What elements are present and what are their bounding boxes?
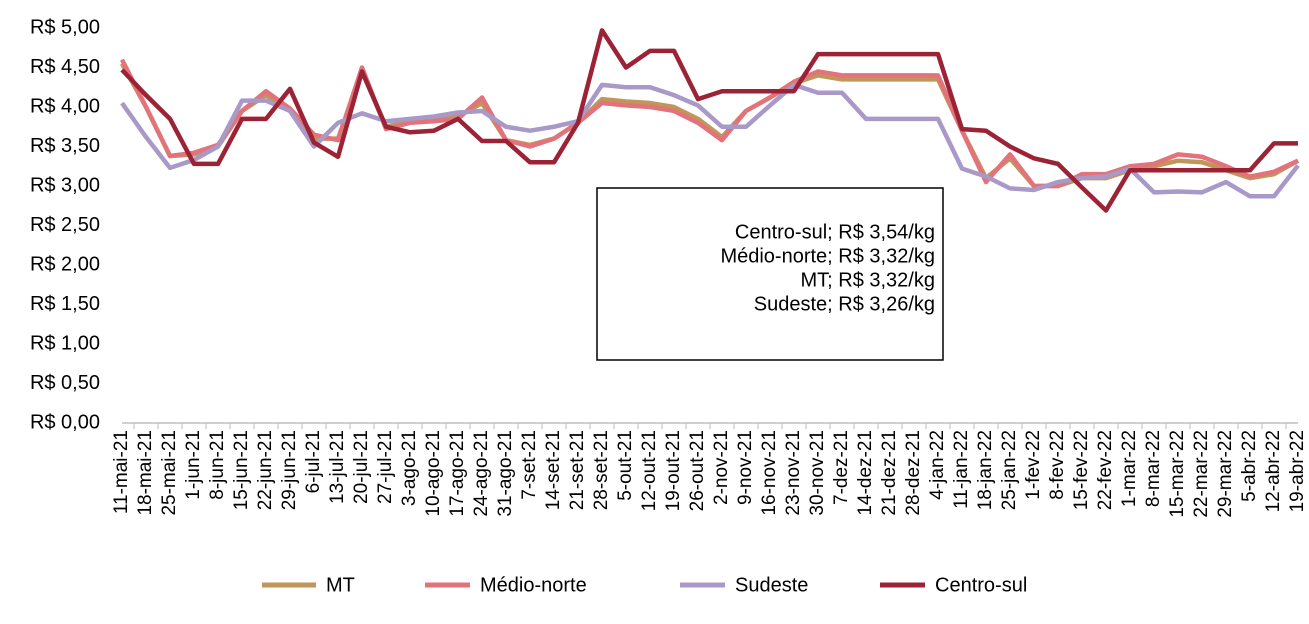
x-tick-label: 25-mai-21 (159, 430, 180, 516)
annotation: Sudeste; R$ 3,26/kg (754, 293, 935, 315)
x-tick-label: 19-out-21 (663, 430, 684, 511)
y-tick-label: R$ 0,50 (30, 372, 100, 394)
x-tick-label: 22-jun-21 (255, 430, 276, 510)
x-tick-label: 4-jan-22 (927, 430, 948, 500)
x-tick-label: 26-out-21 (687, 430, 708, 511)
x-tick-label: 28-set-21 (591, 430, 612, 510)
x-tick-label: 13-jul-21 (327, 430, 348, 504)
x-tick-label: 8-mar-22 (1143, 430, 1164, 507)
x-tick-label: 21-set-21 (567, 430, 588, 510)
y-tick-label: R$ 5,00 (30, 16, 100, 38)
x-tick-label: 12-out-21 (639, 430, 660, 511)
series-line (120, 82, 1300, 199)
x-tick-label: 22-mar-22 (1191, 430, 1212, 518)
x-tick-label: 14-set-21 (543, 430, 564, 510)
x-tick-label: 29-mar-22 (1215, 430, 1236, 518)
y-tick-label: R$ 2,50 (30, 214, 100, 236)
x-tick-label: 18-mai-21 (135, 430, 156, 516)
x-tick-label: 20-jul-21 (351, 430, 372, 504)
x-tick-label: 15-jun-21 (231, 430, 252, 510)
x-tick-label: 15-fev-22 (1071, 430, 1092, 510)
x-tick-label: 6-jul-21 (303, 430, 324, 493)
x-tick-label: 1-jun-21 (183, 430, 204, 500)
x-tick-label: 8-fev-22 (1047, 430, 1068, 500)
legend-label: Médio-norte (480, 574, 587, 596)
x-tick-label: 5-abr-22 (1239, 430, 1260, 502)
x-tick-label: 21-dez-21 (879, 430, 900, 516)
x-tick-label: 7-dez-21 (831, 430, 852, 505)
x-tick-label: 18-jan-22 (975, 430, 996, 510)
legend-label: MT (326, 574, 355, 596)
x-tick-label: 1-fev-22 (1023, 430, 1044, 500)
x-tick-label: 8-jun-21 (207, 430, 228, 500)
x-tick-label: 29-jun-21 (279, 430, 300, 510)
x-tick-label: 11-mai-21 (111, 430, 132, 514)
x-tick-label: 23-nov-21 (783, 430, 804, 516)
x-tick-label: 12-abr-22 (1263, 430, 1284, 512)
x-tick-label: 11-jan-22 (951, 430, 972, 509)
x-tick-label: 9-nov-21 (735, 430, 756, 505)
x-tick-label: 16-nov-21 (759, 430, 780, 516)
x-tick-label: 2-nov-21 (711, 430, 732, 505)
annotation: Médio-norte; R$ 3,32/kg (720, 245, 935, 267)
y-tick-label: R$ 2,00 (30, 253, 100, 275)
x-tick-label: 5-out-21 (615, 430, 636, 501)
y-tick-label: R$ 4,50 (30, 56, 100, 78)
x-tick-label: 31-ago-21 (495, 430, 516, 517)
y-tick-label: R$ 3,50 (30, 135, 100, 157)
legend-label: Sudeste (735, 574, 808, 596)
y-tick-label: R$ 1,50 (30, 293, 100, 315)
annotation: Centro-sul; R$ 3,54/kg (735, 221, 935, 243)
y-tick-label: R$ 0,00 (30, 411, 100, 433)
x-tick-label: 17-ago-21 (447, 430, 468, 517)
x-tick-label: 24-ago-21 (471, 430, 492, 517)
x-tick-label: 19-abr-22 (1287, 430, 1308, 512)
x-tick-label: 28-dez-21 (903, 430, 924, 516)
y-tick-label: R$ 3,00 (30, 174, 100, 196)
x-tick-label: 22-fev-22 (1095, 430, 1116, 510)
x-tick-label: 25-jan-22 (999, 430, 1020, 510)
x-tick-label: 10-ago-21 (423, 430, 444, 517)
x-tick-label: 27-jul-21 (375, 430, 396, 504)
x-tick-label: 1-mar-22 (1119, 430, 1140, 507)
x-tick-label: 7-set-21 (519, 430, 540, 500)
annotation: MT; R$ 3,32/kg (800, 269, 935, 291)
y-tick-label: R$ 4,00 (30, 95, 100, 117)
x-tick-label: 15-mar-22 (1167, 430, 1188, 518)
series-line (119, 58, 1299, 189)
series-line (120, 28, 1298, 213)
y-tick-label: R$ 1,00 (30, 332, 100, 354)
x-tick-label: 30-nov-21 (807, 430, 828, 516)
annotation-box (596, 187, 944, 361)
legend-label: Centro-sul (935, 574, 1027, 596)
x-tick-label: 14-dez-21 (855, 430, 876, 516)
x-tick-label: 3-ago-21 (399, 430, 420, 506)
